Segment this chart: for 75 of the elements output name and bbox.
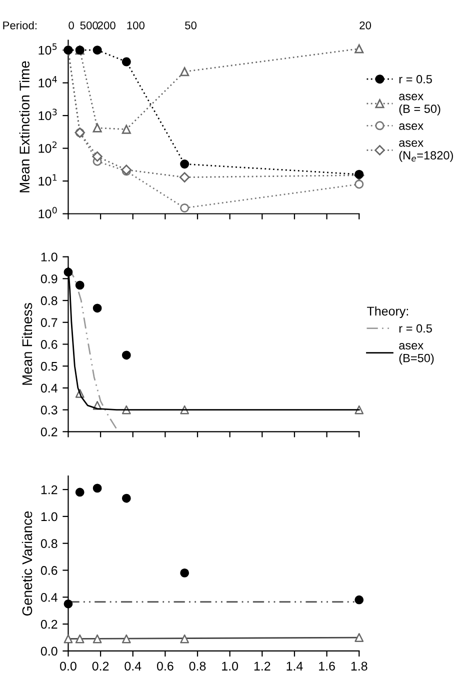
point (180, 634, 190, 644)
text: 20 (360, 21, 372, 30)
x-tick-label: 1.4 (286, 662, 303, 670)
y-tick-label: 10$^{4}$ (38, 76, 57, 88)
y-axis-title: Genetic Variance (22, 511, 32, 616)
legend-label: r = 0.5 (399, 324, 432, 333)
y-tick-label: 10$^{0}$ (38, 206, 57, 218)
legend-label: asex (B = 50) (399, 94, 440, 116)
x-tick-label: 1.0 (222, 662, 238, 671)
legend-title: Theory: (367, 306, 408, 318)
x-tick-label: 1.8 (351, 662, 368, 671)
text: Period: (3, 21, 36, 30)
y-tick-label: 0.8 (40, 539, 58, 548)
point (92, 46, 102, 55)
legend-label: asex (399, 123, 424, 130)
text: 50 (185, 21, 197, 30)
point (75, 488, 84, 497)
point (92, 634, 102, 644)
y-tick-label: 0.6 (40, 566, 58, 575)
y-axis-title: Mean Extinction Time (19, 61, 30, 192)
point (122, 634, 131, 644)
y-tick-label: 10$^{1}$ (38, 174, 57, 186)
legend-label: asex (N$_{e}$=1820) (399, 140, 453, 162)
point (92, 484, 102, 493)
point (122, 494, 131, 503)
point (64, 634, 73, 644)
y-tick-label: 1.0 (41, 512, 58, 522)
y-tick-label: 1.0 (41, 252, 58, 262)
point (122, 124, 131, 134)
y-tick-label: 10$^{5}$ (38, 43, 57, 55)
x-tick-label: 0.2 (92, 662, 109, 671)
y-axis-title: Mean Fitness (22, 303, 32, 385)
y-tick-label: 0.2 (40, 620, 58, 629)
point (180, 67, 190, 76)
point (75, 634, 84, 644)
text: 0 (68, 21, 74, 30)
y-tick-label: 0.7 (40, 318, 58, 328)
point (180, 203, 190, 213)
x-tick-label: 0.8 (189, 662, 206, 671)
y-tick-label: 0.3 (40, 406, 58, 414)
point (354, 633, 364, 642)
point (180, 568, 190, 578)
y-tick-label: 0.0 (40, 646, 58, 656)
x-tick-label: 0.4 (124, 662, 142, 671)
y-tick-label: 1.2 (41, 485, 58, 494)
point (179, 172, 190, 182)
x-tick-label: 1.2 (254, 662, 270, 670)
text: 500 (80, 21, 98, 30)
point (354, 44, 364, 54)
point (92, 123, 102, 132)
y-tick-label: 0.2 (40, 427, 58, 436)
x-tick-label: 0.6 (156, 662, 174, 671)
point (122, 350, 131, 360)
y-tick-label: 10$^{3}$ (38, 108, 57, 120)
y-tick-label: 0.4 (40, 592, 58, 602)
x-tick-label: 1.6 (319, 662, 335, 671)
point (92, 304, 102, 313)
legend-label: r = 0.5 (399, 75, 432, 84)
point (122, 57, 131, 66)
point (180, 160, 190, 169)
y-tick-label: 0.6 (40, 340, 58, 349)
y-tick-label: 0.5 (40, 362, 58, 371)
point (64, 599, 73, 608)
y-tick-label: 10$^{2}$ (38, 141, 57, 153)
point (354, 180, 364, 189)
y-tick-label: 0.8 (40, 296, 58, 306)
text: 100 (127, 21, 145, 30)
legend-label: asex (B=50) (399, 343, 434, 365)
point (92, 151, 102, 162)
point (75, 280, 84, 290)
y-tick-label: 0.9 (40, 274, 58, 284)
y-tick-label: 0.4 (40, 384, 58, 393)
x-tick-label: 0.0 (60, 662, 76, 671)
text: 200 (98, 21, 116, 30)
point (354, 595, 364, 604)
